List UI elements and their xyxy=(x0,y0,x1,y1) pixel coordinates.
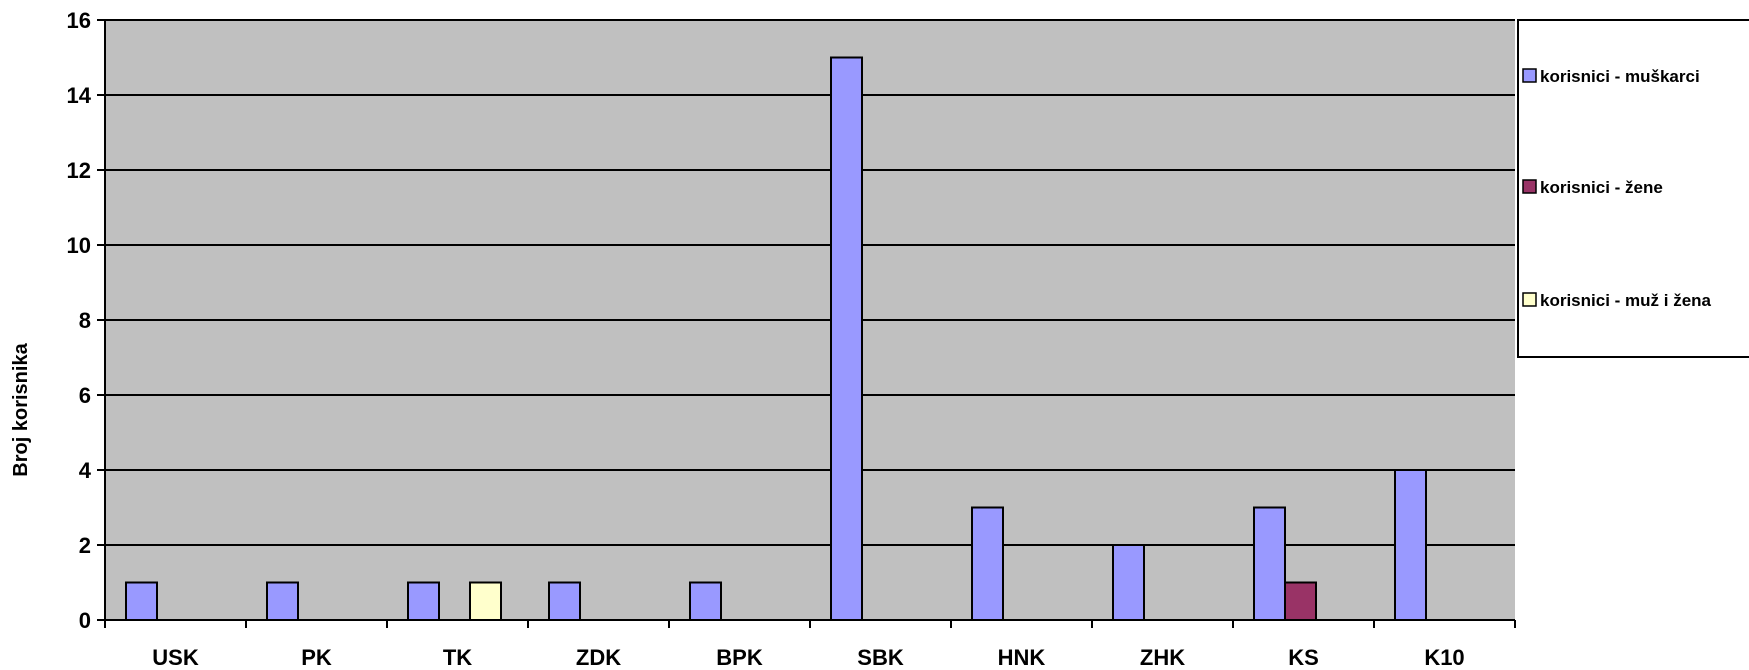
bar xyxy=(689,581,722,621)
bar xyxy=(971,506,1004,621)
bar xyxy=(548,581,581,621)
legend-swatch xyxy=(1522,179,1537,194)
x-tick-label: TK xyxy=(443,645,472,670)
x-tick-label: USK xyxy=(152,645,199,670)
bar xyxy=(1394,469,1427,621)
y-tick-label: 2 xyxy=(79,533,91,558)
y-tick-label: 12 xyxy=(67,158,91,183)
bar xyxy=(266,581,299,621)
bar xyxy=(830,56,863,621)
axes xyxy=(97,19,1516,628)
legend-box xyxy=(1517,19,1749,358)
bar xyxy=(469,581,502,621)
x-tick-label: BPK xyxy=(716,645,763,670)
x-tick-label: K10 xyxy=(1424,645,1464,670)
legend-label: korisnici - muškarci xyxy=(1540,67,1700,86)
y-tick-label: 14 xyxy=(67,83,92,108)
legend: korisnici - muškarci korisnici - žene kori… xyxy=(1517,19,1749,358)
y-tick-label: 16 xyxy=(67,8,91,33)
legend-swatch xyxy=(1522,68,1537,83)
x-tick-label: PK xyxy=(301,645,332,670)
y-tick-label: 10 xyxy=(67,233,91,258)
x-tick-labels: USK PK TK ZDK BPK SBK HNK ZHK KS K10 xyxy=(152,645,1464,670)
y-tick-label: 4 xyxy=(79,458,92,483)
bar xyxy=(1284,581,1317,621)
x-tick-label: SBK xyxy=(857,645,904,670)
y-tick-label: 8 xyxy=(79,308,91,333)
y-tick-label: 6 xyxy=(79,383,91,408)
legend-label: korisnici - žene xyxy=(1540,178,1663,197)
legend-label: korisnici - muž i žena xyxy=(1540,291,1712,310)
x-tick-label: ZDK xyxy=(576,645,621,670)
x-tick-label: KS xyxy=(1288,645,1319,670)
bars xyxy=(125,56,1427,621)
x-tick-label: HNK xyxy=(998,645,1046,670)
y-tick-label: 0 xyxy=(79,608,91,633)
legend-swatch xyxy=(1522,292,1537,307)
bar xyxy=(1253,506,1286,621)
bar xyxy=(125,581,158,621)
y-axis-label: Broj korisnika xyxy=(10,342,32,476)
x-tick-label: ZHK xyxy=(1140,645,1185,670)
bar xyxy=(407,581,440,621)
y-tick-labels: 0 2 4 6 8 10 12 14 16 xyxy=(67,8,92,633)
gridlines xyxy=(105,19,1515,546)
bar xyxy=(1112,544,1145,621)
